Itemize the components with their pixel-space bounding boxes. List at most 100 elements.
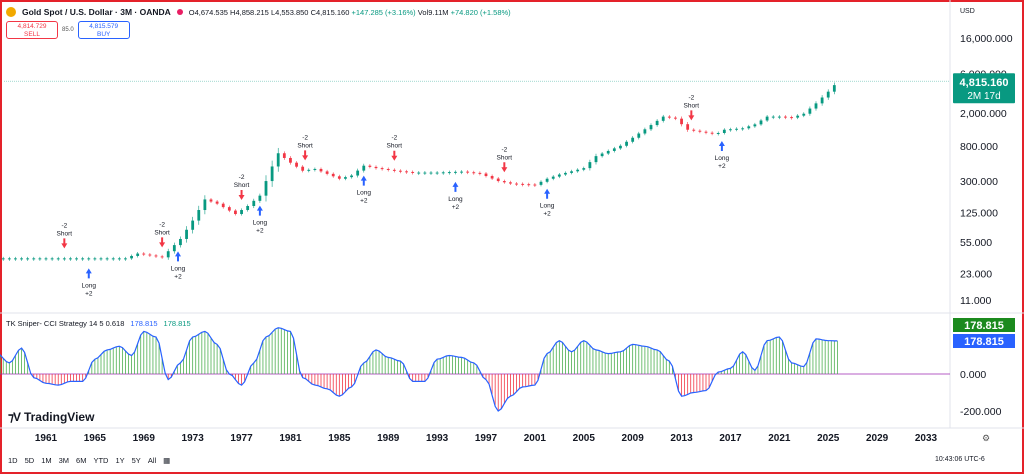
price-axis-label: 16,000.000 [960,33,1013,45]
range-1m[interactable]: 1M [41,456,52,465]
short-signal-label: Short [387,143,403,150]
time-axis-label: 2005 [573,433,596,444]
sell-label: SELL [24,31,40,38]
range-ytd[interactable]: YTD [93,456,109,465]
range-1y[interactable]: 1Y [115,456,125,465]
cci-green-badge [953,318,1015,332]
price-axis-label: 300.000 [960,176,998,188]
candle [667,116,671,118]
candle [166,251,170,258]
time-axis-label: 2025 [817,433,840,444]
time-axis-label: 2001 [524,433,547,444]
candle [557,174,561,177]
candle [539,181,543,185]
candle [368,165,372,167]
candle [509,182,512,184]
candle [38,258,42,260]
candle [429,172,433,174]
sell-price: 4,814.729 [17,23,47,30]
low-value: L4,553.850 [270,7,309,17]
candle [362,165,366,171]
buy-button[interactable]: 4,815.579 BUY [77,21,130,39]
candle [729,129,732,131]
short-signal-value: -2 [688,94,694,101]
price-axis-label: 125.000 [960,208,998,220]
sell-button[interactable]: 4,814.729 SELL [6,21,58,39]
candle [735,128,738,130]
price-axis-label: 800.000 [960,141,998,153]
market-status-icon[interactable] [176,9,183,15]
time-axis-label: 1981 [279,433,302,444]
candle [423,172,427,174]
short-signal-label: Short [154,229,170,236]
last-price-value: 4,815.160 [960,77,1009,89]
time-axis-label: 2021 [768,433,791,444]
gold-coin-icon [6,7,16,17]
candle [790,117,793,119]
range-all[interactable]: All [147,456,157,465]
indicator-name[interactable]: TK Sniper- CCI Strategy 14 5 0.618 [6,319,125,328]
price-axis-label: 11.000 [960,295,991,307]
candle [392,169,396,171]
short-arrow-icon [302,150,309,161]
long-signal-value: +2 [174,273,182,280]
candle [160,256,164,258]
candle [295,162,298,167]
time-axis-label: 2017 [719,433,742,444]
candle [258,195,262,201]
clock[interactable]: 10:43:06 UTC-6 [935,456,985,463]
cci-line [0,327,838,412]
candle [496,178,500,182]
candle [533,184,537,186]
long-signal-label: Long [253,220,268,227]
range-3m[interactable]: 3M [58,456,70,465]
candle [777,116,781,118]
chart-header: Gold Spot / U.S. Dollar · 3M · OANDA O4,… [6,4,511,20]
long-signal-label: Long [715,155,730,162]
candle [325,171,329,174]
time-axis-label: 1961 [35,433,58,444]
candle [331,173,335,177]
time-axis-label: 1997 [475,433,498,444]
close-value: C4,815.160 [310,7,350,17]
settings-gear-icon[interactable]: ⚙ [982,433,991,443]
candle [87,258,91,260]
time-axis-label: 2033 [915,433,938,444]
candle [50,258,54,260]
symbol-title[interactable]: Gold Spot / U.S. Dollar · 3M · OANDA [22,7,171,17]
candle [179,238,182,246]
candle [240,210,243,215]
candle [600,153,604,157]
candle [337,176,341,179]
candle [105,258,109,260]
range-toolbar: 1D 5D 1M 3M 6M YTD 1Y 5Y All ▦ [8,456,170,465]
candle [185,229,188,239]
currency-label[interactable]: USD [960,8,975,15]
range-5y[interactable]: 5Y [131,456,141,465]
long-signal-label: Long [540,203,555,210]
range-1d[interactable]: 1D [8,456,18,465]
candle [521,183,525,185]
candle [692,129,696,131]
candle [472,172,476,174]
range-6m[interactable]: 6M [76,456,87,465]
candle [753,124,757,127]
candle [564,172,567,175]
tradingview-logo: ⁊V TradingView [8,410,94,424]
candle [814,103,818,109]
candle [148,254,152,256]
long-signal-label: Long [357,190,372,197]
candle [612,148,616,151]
candle [374,166,378,169]
candle [570,171,573,173]
candle [197,210,201,221]
calendar-icon[interactable]: ▦ [163,456,171,465]
range-5d[interactable]: 5D [24,456,35,465]
candle [832,85,836,92]
short-signal-label: Short [297,142,313,149]
candle [674,117,677,119]
time-axis-label: 1989 [377,433,400,444]
candle-countdown: 2M 17d [967,91,1000,102]
candle [619,145,622,149]
